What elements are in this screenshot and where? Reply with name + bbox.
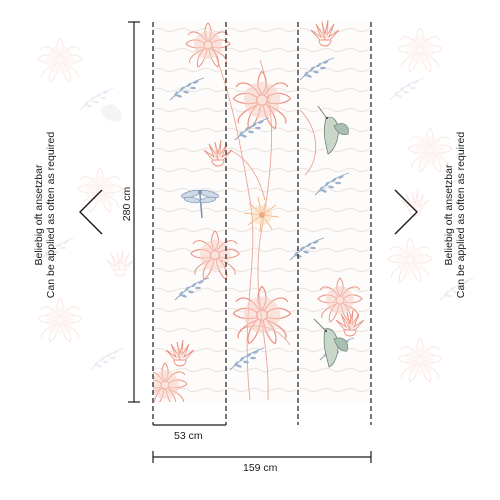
panel-seams (152, 22, 372, 425)
peach-flower (243, 196, 280, 233)
hummingbird-icon (313, 318, 349, 368)
left-note-german: Beliebig oft ansetzbar (33, 164, 45, 266)
right-note-english: Can be applied as often as required (455, 131, 467, 299)
left-repeat-note: Beliebig oft ansetzbar Can be applied as… (33, 115, 57, 315)
total-width-label: 159 cm (243, 462, 278, 474)
total-width-dimension (152, 451, 372, 463)
right-repeat-note: Beliebig oft ansetzbar Can be applied as… (443, 115, 467, 315)
panel-width-label: 53 cm (174, 430, 203, 442)
chevron-left-icon (79, 189, 103, 235)
wallpaper-panels (153, 20, 371, 402)
height-label: 280 cm (121, 186, 134, 222)
left-repeat-ghost (37, 37, 135, 371)
height-dimension (128, 21, 140, 403)
dragonfly-icon (180, 189, 220, 219)
left-note-english: Can be applied as often as required (45, 131, 57, 299)
chevron-right-icon (394, 189, 418, 235)
right-note-german: Beliebig oft ansetzbar (443, 164, 455, 266)
hummingbird-icon (317, 105, 349, 155)
